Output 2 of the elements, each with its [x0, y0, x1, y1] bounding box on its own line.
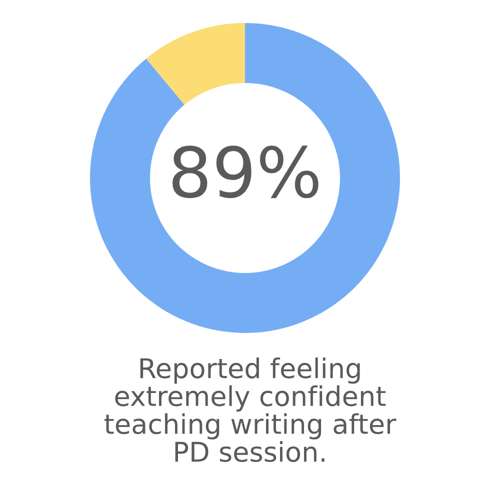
text: Reported feeling extremely confident teaching writing after PD session. [104, 358, 396, 462]
data-label: 89% [172, 146, 318, 198]
